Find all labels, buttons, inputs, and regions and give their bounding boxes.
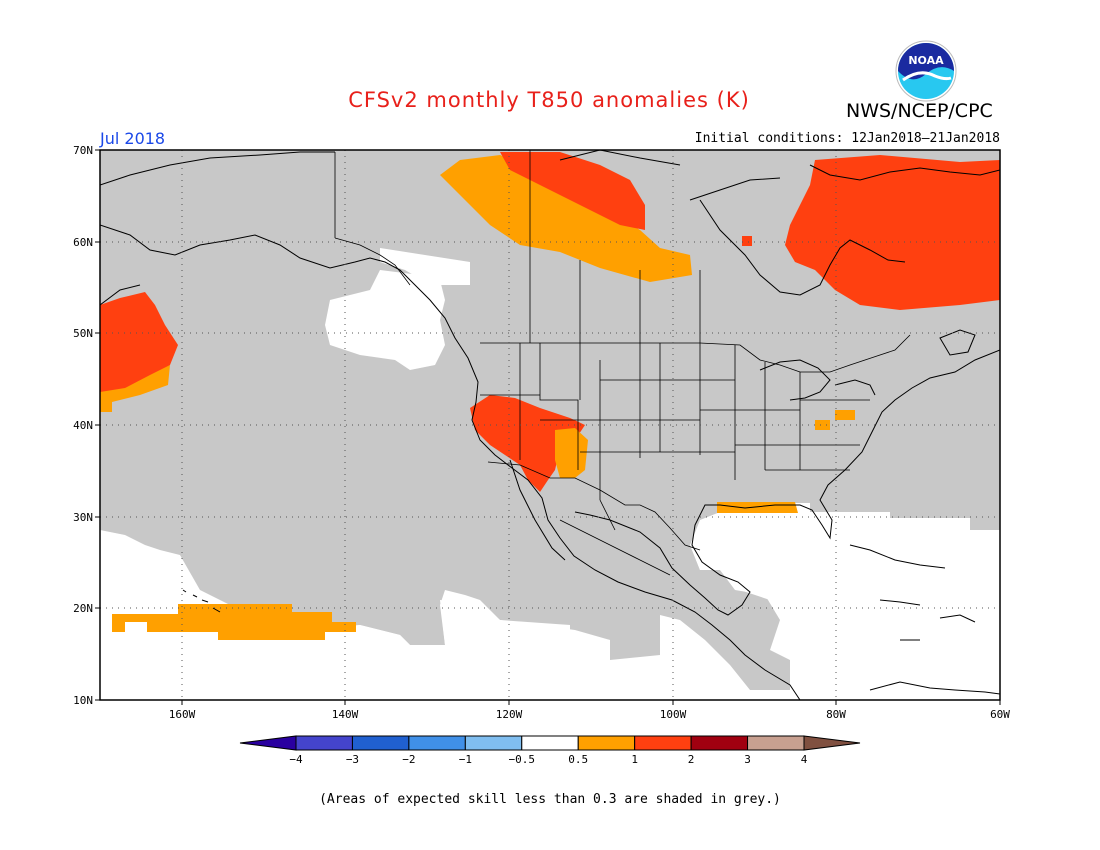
lat-label: 50N	[73, 327, 93, 340]
legend-label: −0.5	[509, 753, 536, 766]
legend-label: 0.5	[568, 753, 588, 766]
anomaly-patch-nw-canada-orange	[440, 155, 692, 282]
gulf-alaska-white	[325, 270, 445, 370]
legend-label: 1	[631, 753, 638, 766]
anomaly-patch-hawaii-orange	[112, 604, 356, 640]
lon-label: 140W	[332, 708, 359, 721]
coastlines	[100, 150, 1000, 700]
forecast-month: Jul 2018	[100, 129, 166, 148]
lat-label: 10N	[73, 694, 93, 707]
legend-swatch	[521, 735, 579, 751]
anomaly-patch-arizona-orange	[555, 428, 588, 478]
lon-label: 160W	[169, 708, 196, 721]
noaa-logo: NOAA	[895, 40, 957, 102]
legend-label: −1	[459, 753, 472, 766]
initial-conditions: Initial conditions: 12Jan2018–21Jan2018	[694, 131, 1000, 146]
legend-swatch	[577, 735, 636, 751]
legend-label: −4	[289, 753, 303, 766]
map-title: CFSv2 monthly T850 anomalies (K)	[0, 88, 1100, 112]
skill-caption: (Areas of expected skill less than 0.3 a…	[319, 792, 781, 807]
anomaly-patch-beaufort-red	[500, 152, 645, 230]
lon-label: 60W	[990, 708, 1010, 721]
lat-label: 40N	[73, 419, 93, 432]
agency-label: NWS/NCEP/CPC	[846, 100, 993, 122]
legend-swatch	[464, 735, 523, 751]
map-title-text: CFSv2 monthly T850 anomalies (K)	[348, 88, 750, 112]
lat-label: 60N	[73, 236, 93, 249]
lat-label: 70N	[73, 144, 93, 157]
legend-label: 2	[688, 753, 695, 766]
anomaly-patch-north-pacific-red	[100, 292, 178, 395]
anomaly-patch-hudson-labrador-red	[785, 155, 1000, 310]
anomaly-patch-california-red	[470, 395, 585, 492]
legend-label: 3	[744, 753, 751, 766]
legend-swatch	[351, 735, 410, 751]
legend-swatch	[634, 735, 692, 751]
lat-label: 20N	[73, 602, 93, 615]
anomaly-patch-pennsylvania-orange	[815, 410, 855, 430]
lon-label: 100W	[660, 708, 687, 721]
lon-label: 80W	[826, 708, 846, 721]
political-boundaries	[334, 150, 911, 576]
legend-swatch	[690, 735, 749, 751]
legend-swatch	[747, 735, 805, 751]
lat-label: 30N	[73, 511, 93, 524]
legend-swatch	[295, 735, 353, 751]
noaa-logo-text: NOAA	[908, 54, 944, 67]
legend-label: −3	[346, 753, 359, 766]
legend-swatch	[803, 735, 861, 751]
lat-lon-gridlines	[100, 150, 1000, 700]
lon-label: 120W	[496, 708, 523, 721]
hawaiian-islands	[182, 589, 221, 613]
legend-label: 4	[801, 753, 808, 766]
legend-swatch	[408, 735, 466, 751]
legend-swatch	[239, 735, 297, 751]
legend-label: −2	[402, 753, 415, 766]
